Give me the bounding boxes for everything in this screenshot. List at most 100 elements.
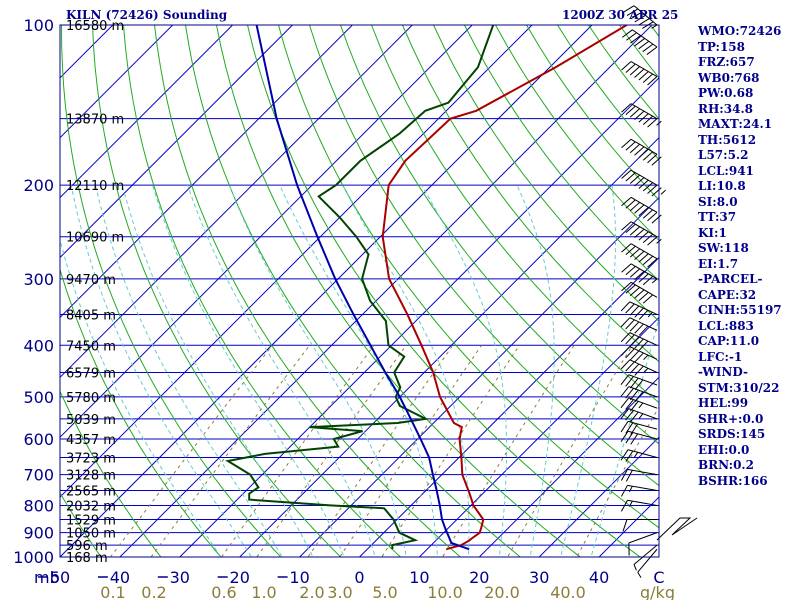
wind-barb-flag: [626, 433, 633, 444]
pressure-tick-label: 200: [23, 176, 54, 195]
index-13: KI:1: [698, 226, 782, 242]
wind-barb: [621, 398, 657, 411]
wind-barb: [621, 302, 657, 320]
wind-barb: [621, 333, 657, 351]
wind-barb-flag: [639, 41, 649, 49]
index-18: CINH:55197: [698, 303, 782, 319]
index-16: -PARCEL-: [698, 272, 782, 288]
wind-barb: [622, 282, 657, 303]
index-10: LI:10.8: [698, 179, 782, 195]
mixing-ratio-label: 1.0: [251, 583, 276, 600]
mixing-ratio-label: 0.2: [141, 583, 166, 600]
index-7: TH:5612: [698, 133, 782, 149]
parcel-profile: [257, 25, 470, 549]
temp-tick-label: 30: [529, 568, 549, 587]
wind-barb-half: [639, 403, 643, 408]
height-label: 12110 m: [66, 179, 124, 194]
wind-barb-flag: [626, 470, 632, 481]
height-label: 2565 m: [66, 485, 116, 500]
mixing-ratio-label: 40.0: [550, 583, 586, 600]
index-3: WB0:768: [698, 71, 782, 87]
wind-barb-half: [638, 572, 641, 577]
wind-barb: [621, 375, 657, 390]
wind-barb-staff: [629, 533, 657, 543]
wind-barb-half: [634, 564, 636, 570]
mixing-unit-label: g/kg: [640, 583, 675, 600]
wind-barb: [621, 360, 657, 376]
mixing-ratio-label: 2.0: [299, 583, 324, 600]
wind-barb-flag: [635, 38, 645, 46]
chart-title-time: 1200Z 30 APR 25: [562, 8, 678, 22]
pressure-tick-label: 300: [23, 270, 54, 289]
chart-title-station: KILN (72426) Sounding: [66, 8, 227, 22]
height-label: 10690 m: [66, 231, 124, 246]
index-24: HEL:99: [698, 396, 782, 412]
index-22: -WIND-: [698, 365, 782, 381]
pressure-tick-label: 100: [23, 16, 54, 35]
height-label: 2032 m: [66, 499, 116, 514]
index-20: CAP:11.0: [698, 334, 782, 350]
moist-adiabat-line: [122, 185, 318, 568]
wind-barb: [621, 387, 657, 402]
pressure-tick-label: 400: [23, 336, 54, 355]
wind-barb-half: [634, 452, 637, 457]
wind-barb: [622, 244, 657, 267]
pressure-tick-label: 600: [23, 430, 54, 449]
index-4: PW:0.68: [698, 86, 782, 102]
pressure-tick-label: 700: [23, 466, 54, 485]
wind-barb: [621, 431, 657, 444]
mixing-ratio-label: 5.0: [372, 583, 397, 600]
height-label: 9470 m: [66, 273, 116, 288]
wind-barb: [622, 62, 657, 85]
index-14: SW:118: [698, 241, 782, 257]
mixing-ratio-label: 3.0: [327, 583, 352, 600]
isotherm-line: [0, 1, 377, 569]
height-label: 13870 m: [66, 113, 124, 128]
index-27: EHI:0.0: [698, 443, 782, 459]
mixing-ratio-line: [571, 345, 694, 568]
wind-barb-half: [652, 279, 657, 283]
wind-barb: [622, 139, 662, 165]
wind-barb: [622, 30, 657, 55]
moist-adiabat-line: [188, 185, 379, 568]
index-9: LCL:941: [698, 164, 782, 180]
index-28: BRN:0.2: [698, 458, 782, 474]
mixing-ratio-line: [249, 345, 406, 568]
temp-tick-label: 40: [589, 568, 609, 587]
index-23: STM:310/22: [698, 381, 782, 397]
moist-adiabat-line: [280, 185, 438, 568]
mixing-ratio-label: 0.1: [100, 583, 125, 600]
pressure-tick-label: 800: [23, 496, 54, 515]
mixing-ratio-label: 0.6: [211, 583, 236, 600]
temperature-profile: [383, 25, 627, 549]
wind-barb-flag: [647, 47, 657, 55]
index-17: CAPE:32: [698, 288, 782, 304]
moist-adiabat-line: [229, 185, 408, 568]
index-1: TP:158: [698, 40, 782, 56]
height-label: 7450 m: [66, 339, 116, 354]
dry-adiabat-line: [122, 1, 413, 569]
index-11: SI:8.0: [698, 195, 782, 211]
moist-adiabat-line: [588, 185, 689, 568]
mixing-ratio-line: [501, 345, 632, 568]
index-21: LFC:-1: [698, 350, 782, 366]
height-label: 5039 m: [66, 413, 116, 428]
pressure-tick-label: 500: [23, 388, 54, 407]
index-2: FRZ:657: [698, 55, 782, 71]
height-label: 4357 m: [66, 433, 116, 448]
index-19: LCL:883: [698, 319, 782, 335]
temp-tick-label: 0: [354, 568, 364, 587]
isotherm-line: [169, 1, 737, 569]
wind-barb-half: [661, 190, 666, 194]
index-25: SHR+:0.0: [698, 412, 782, 428]
plot-area: [0, 1, 800, 569]
height-label: 168 m: [66, 551, 108, 566]
wind-barb-flag: [643, 44, 653, 52]
height-label: 8405 m: [66, 308, 116, 323]
index-15: EI:1.7: [698, 257, 782, 273]
mb-unit-label: mb: [34, 568, 60, 587]
storm-motion-marker: [657, 518, 697, 540]
